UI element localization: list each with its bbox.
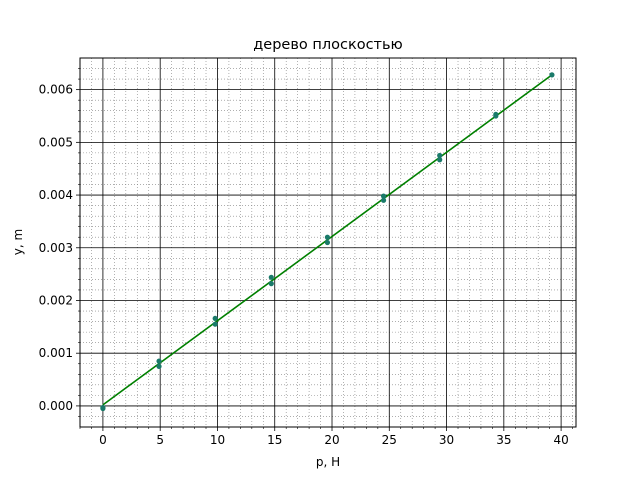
x-axis-label: p, Н — [316, 455, 340, 469]
y-tick-label: 0.006 — [39, 83, 73, 97]
data-point — [268, 274, 274, 280]
data-point — [437, 157, 443, 163]
y-tick-label: 0.004 — [39, 188, 73, 202]
data-point — [493, 111, 499, 118]
x-tick-label: 10 — [210, 433, 225, 447]
plot-frame — [79, 57, 577, 428]
y-tick-label: 0.005 — [39, 135, 73, 149]
data-point — [437, 152, 443, 159]
data-point — [100, 404, 106, 411]
data-point — [324, 239, 331, 246]
x-tick-label: 35 — [496, 433, 511, 447]
data-point — [268, 281, 274, 287]
data-point — [380, 197, 387, 203]
data-layer — [100, 72, 555, 412]
grid — [79, 58, 576, 427]
x-tick-label: 40 — [553, 433, 568, 447]
x-tick-label: 20 — [324, 433, 339, 447]
data-point — [212, 315, 218, 322]
y-tick-label: 0.002 — [39, 293, 73, 307]
data-point — [156, 363, 162, 369]
x-tick-label: 15 — [267, 433, 282, 447]
data-point — [324, 234, 331, 240]
x-tick-label: 5 — [156, 433, 164, 447]
data-point — [156, 358, 162, 364]
y-tick-label: 0.000 — [39, 399, 73, 413]
data-point — [212, 321, 218, 327]
y-axis-label: y, m — [11, 229, 25, 255]
y-tick-label: 0.001 — [39, 346, 73, 360]
data-point — [549, 72, 555, 78]
chart-title: дерево плоскостью — [253, 37, 403, 53]
ticks: 0 5 10 15 20 25 30 35 40 0.000 0.001 0.002 0.003 0.00… — [39, 68, 573, 447]
fit-line — [102, 74, 553, 406]
x-tick-label: 25 — [382, 433, 397, 447]
x-tick-label: 30 — [439, 433, 454, 447]
data-point — [380, 193, 387, 199]
y-tick-label: 0.003 — [39, 241, 73, 255]
x-tick-label: 0 — [99, 433, 107, 447]
